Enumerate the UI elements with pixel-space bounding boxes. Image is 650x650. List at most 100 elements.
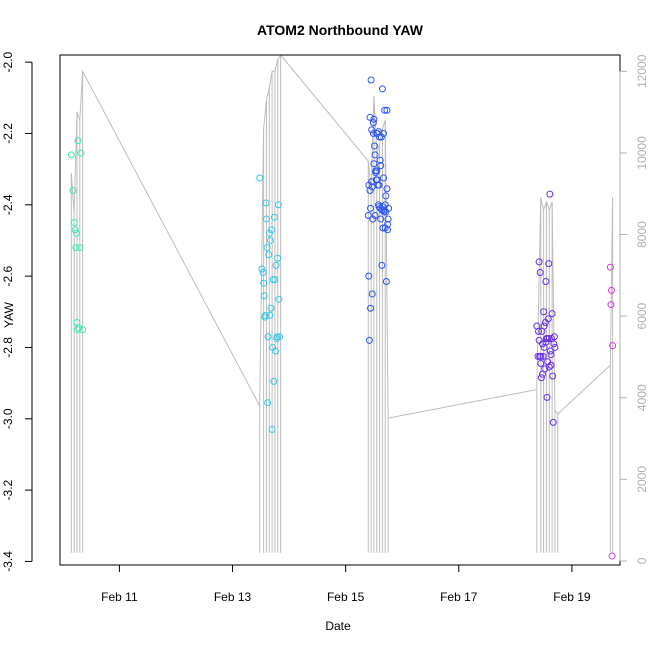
data-point	[543, 393, 551, 401]
data-point	[546, 347, 554, 355]
y-axis: -3.4 -3.2 -3.0 -2.8 -2.6 -2.4 -2.2 -2.0	[1, 51, 33, 572]
data-point	[540, 308, 548, 316]
data-point	[262, 199, 270, 207]
data-point	[366, 113, 374, 121]
data-point	[371, 211, 379, 219]
data-point	[375, 181, 383, 189]
data-point	[539, 370, 547, 378]
data-point	[378, 206, 386, 214]
data-point	[373, 167, 381, 175]
data-point	[274, 254, 282, 262]
data-point	[608, 286, 616, 294]
data-point	[381, 106, 389, 114]
data-point	[378, 261, 386, 269]
data-point	[371, 151, 379, 159]
data-point	[537, 374, 545, 382]
y2-tick-label: 0	[635, 557, 649, 564]
data-point	[381, 224, 389, 232]
data-point	[268, 425, 276, 433]
y2-tick-label: 12000	[635, 54, 649, 88]
data-point	[550, 333, 558, 341]
plot-frame	[59, 54, 621, 566]
data-point	[268, 226, 276, 234]
data-point	[546, 190, 554, 198]
data-point	[256, 174, 264, 182]
data-point	[551, 343, 559, 351]
data-point	[266, 311, 274, 319]
x-tick-label: Feb 19	[553, 590, 591, 604]
y-tick-label: -3.4	[1, 551, 15, 572]
data-point	[272, 347, 280, 355]
data-point	[377, 162, 385, 170]
data-point	[264, 333, 272, 341]
y2-tick-label: 8000	[635, 221, 649, 248]
data-point	[549, 372, 557, 380]
data-point	[364, 211, 372, 219]
data-point	[376, 156, 384, 164]
data-point	[535, 258, 543, 266]
data-point	[67, 151, 75, 159]
x-axis: Feb 11 Feb 13 Feb 15 Feb 17 Feb 19	[101, 565, 591, 604]
data-point	[370, 115, 378, 123]
data-point	[545, 363, 553, 371]
data-point	[266, 236, 274, 244]
x-tick-label: Feb 13	[214, 590, 252, 604]
y2-axis: 0 2000 4000 6000 8000 10000 12000	[619, 54, 649, 564]
data-point	[381, 201, 389, 209]
data-point	[367, 204, 375, 212]
data-point	[536, 269, 544, 277]
data-point	[79, 326, 87, 334]
y-tick-label: -3.2	[1, 479, 15, 500]
data-point	[369, 129, 377, 137]
data-point	[544, 315, 552, 323]
data-point	[374, 201, 382, 209]
data-point	[535, 336, 543, 344]
data-point	[384, 215, 392, 223]
data-point	[260, 279, 268, 287]
data-point	[72, 229, 80, 237]
y2-tick-label: 10000	[635, 136, 649, 170]
data-point	[537, 359, 545, 367]
chart-title: ATOM2 Northbound YAW	[257, 22, 424, 38]
data-point	[71, 226, 79, 234]
x-tick-label: Feb 15	[327, 590, 365, 604]
y-tick-label: -3.0	[1, 408, 15, 429]
y-tick-label: -2.8	[1, 337, 15, 358]
data-point	[539, 352, 547, 360]
data-point	[272, 261, 280, 269]
data-point	[384, 226, 392, 234]
data-point	[384, 220, 392, 228]
data-point	[368, 290, 376, 298]
data-point	[275, 295, 283, 303]
y2-tick-label: 4000	[635, 384, 649, 411]
data-point	[270, 213, 278, 221]
data-point	[366, 187, 374, 195]
data-point	[365, 336, 373, 344]
data-point	[378, 85, 386, 93]
y-tick-label: -2.0	[1, 51, 15, 72]
data-point	[380, 208, 388, 216]
data-point	[537, 352, 545, 360]
data-point	[264, 399, 272, 407]
y-axis-label: YAW	[2, 301, 16, 328]
data-point	[270, 377, 278, 385]
data-point	[607, 301, 615, 309]
data-point	[370, 160, 378, 168]
y-tick-label: -2.6	[1, 265, 15, 286]
data-point	[368, 178, 376, 186]
data-point	[262, 215, 270, 223]
data-point	[274, 201, 282, 209]
data-point	[76, 244, 84, 252]
x-axis-label: Date	[325, 619, 351, 633]
data-point	[542, 277, 550, 285]
data-point	[377, 215, 385, 223]
data-point	[275, 333, 283, 341]
data-point	[382, 277, 390, 285]
y2-tick-label: 6000	[635, 302, 649, 329]
data-point	[609, 342, 617, 350]
y-tick-label: -2.4	[1, 194, 15, 215]
y2-tick-label: 2000	[635, 466, 649, 493]
data-point	[549, 418, 557, 426]
data-point	[545, 260, 553, 268]
data-point	[380, 129, 388, 137]
